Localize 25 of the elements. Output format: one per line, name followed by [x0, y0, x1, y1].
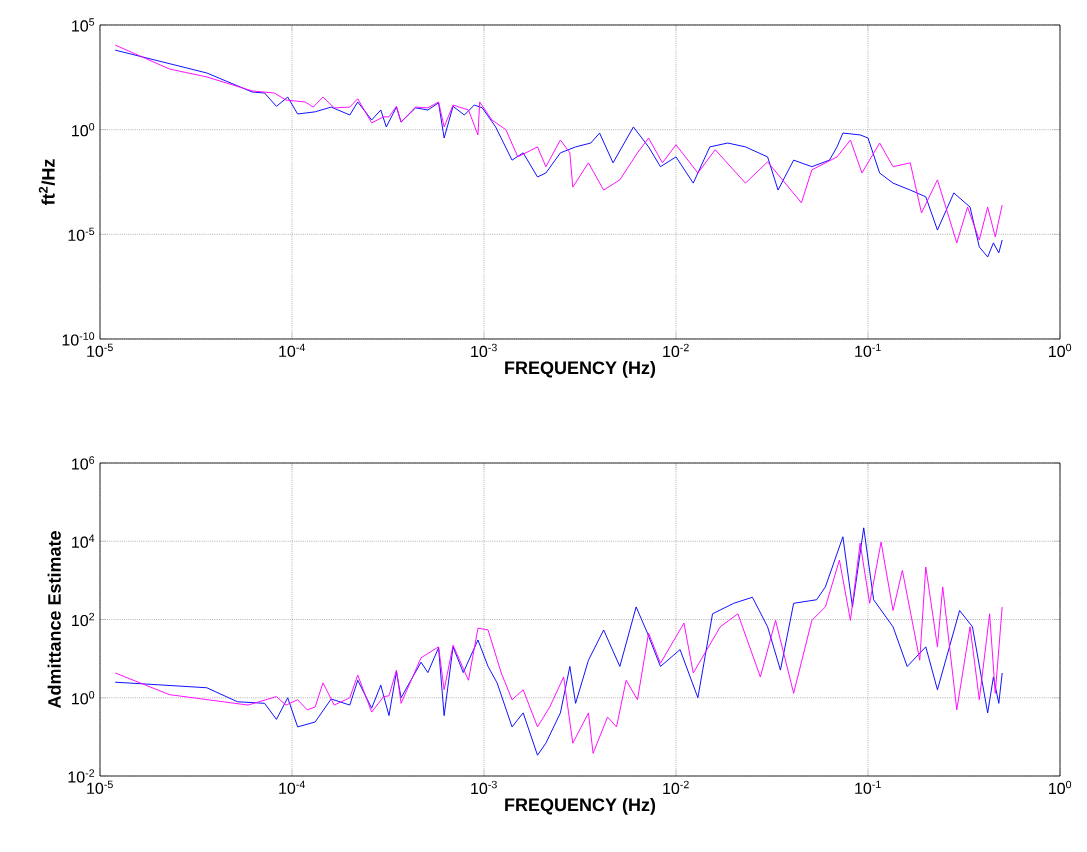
y-tick-label: 10$^{-10}$	[62, 332, 95, 346]
y-tick-label: 10$^{5}$	[72, 18, 95, 32]
y-tick-label: 10$^{6}$	[72, 456, 95, 470]
y-tick-label: 10$^{0}$	[72, 691, 95, 705]
x-tick-label: 10$^{-1}$	[855, 343, 881, 357]
x-tick-label: 10$^{-5}$	[87, 343, 113, 357]
y-tick-label: 10$^{-5}$	[68, 227, 95, 241]
y-tick-label: 10$^{-2}$	[68, 769, 95, 783]
x-tick-label: 10$^{-2}$	[663, 780, 689, 795]
y-axis-title: Admittance Estimate	[47, 531, 61, 709]
x-tick-label: 10$^{-4}$	[279, 343, 305, 357]
x-axis-title: FREQUENCY (Hz)	[505, 360, 656, 378]
x-tick-label: 10$^{-3}$	[471, 343, 497, 358]
x-tick-label: 10$^{-2}$	[663, 343, 689, 358]
x-tick-label: 10$^{-1}$	[855, 780, 881, 794]
x-tick-label: 10$^{-4}$	[279, 780, 305, 794]
x-axis-title: FREQUENCY (Hz)	[505, 797, 656, 815]
y-tick-label: 10$^{4}$	[72, 534, 95, 548]
x-tick-label: 10$^{-5}$	[87, 780, 113, 794]
x-tick-label: 10$^{0}$	[1049, 780, 1072, 795]
x-tick-label: 10$^{0}$	[1049, 343, 1072, 358]
y-tick-label: 10$^{2}$	[72, 612, 95, 627]
x-tick-label: 10$^{-3}$	[471, 780, 497, 795]
y-axis-title: ft$^{2}$/Hz	[38, 159, 55, 206]
y-tick-label: 10$^{0}$	[72, 122, 95, 137]
